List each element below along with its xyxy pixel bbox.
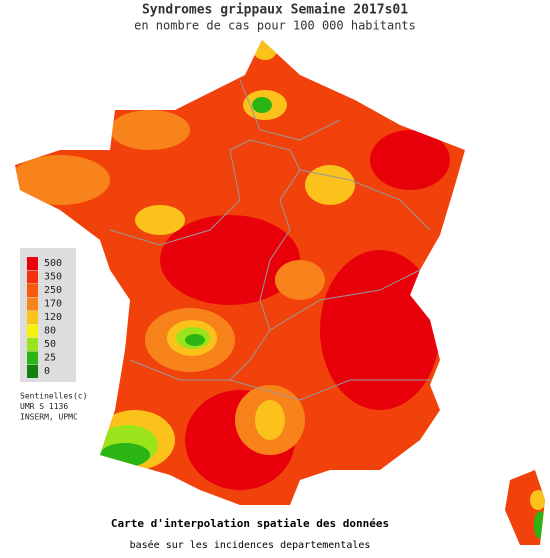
zone <box>110 110 190 150</box>
zone <box>320 250 440 410</box>
legend-swatch <box>27 365 38 378</box>
region-border <box>239 79 341 141</box>
legend-swatch <box>27 270 38 284</box>
legend-label: 50 <box>44 339 56 350</box>
zone <box>530 490 545 510</box>
footer-subtitle: basée sur les incidences departementales <box>130 539 371 551</box>
zone <box>252 97 272 113</box>
credit-line: Sentinelles(c) <box>20 392 87 401</box>
zone <box>160 215 300 305</box>
region-border <box>229 139 301 381</box>
legend-swatch <box>27 338 38 351</box>
zone <box>370 130 450 190</box>
legend-swatch <box>27 297 38 311</box>
legend-swatch <box>27 284 38 297</box>
legend-label: 0 <box>44 366 50 377</box>
credits: Sentinelles(c)UMR S 1136 INSERM, UPMC <box>20 392 87 422</box>
legend-label: 170 <box>44 299 62 310</box>
zone <box>275 260 325 300</box>
region-border <box>269 269 421 331</box>
legend-label: 80 <box>44 326 56 337</box>
subtitle: en nombre de cas pour 100 000 habitants <box>134 19 416 33</box>
zone <box>135 205 185 235</box>
credit-line: UMR S 1136 <box>20 402 68 411</box>
zone <box>255 400 285 440</box>
credit-line: INSERM, UPMC <box>20 413 78 422</box>
legend-label: 250 <box>44 285 62 296</box>
legend-swatch <box>27 311 38 324</box>
region-border <box>109 149 241 246</box>
legend-label: 500 <box>44 258 62 269</box>
footer-title: Carte d'interpolation spatiale des donné… <box>111 517 389 530</box>
zone <box>185 334 205 346</box>
title: Syndromes grippaux Semaine 2017s01 <box>142 3 408 18</box>
zone <box>305 165 355 205</box>
region-border <box>129 359 440 401</box>
region-border <box>299 169 431 231</box>
legend-label: 350 <box>44 272 62 283</box>
legend-label: 25 <box>44 353 56 364</box>
legend-swatch <box>27 351 38 365</box>
legend-swatch <box>27 324 38 338</box>
zone <box>15 155 110 205</box>
legend-label: 120 <box>44 312 62 323</box>
legend-swatch <box>27 257 38 270</box>
